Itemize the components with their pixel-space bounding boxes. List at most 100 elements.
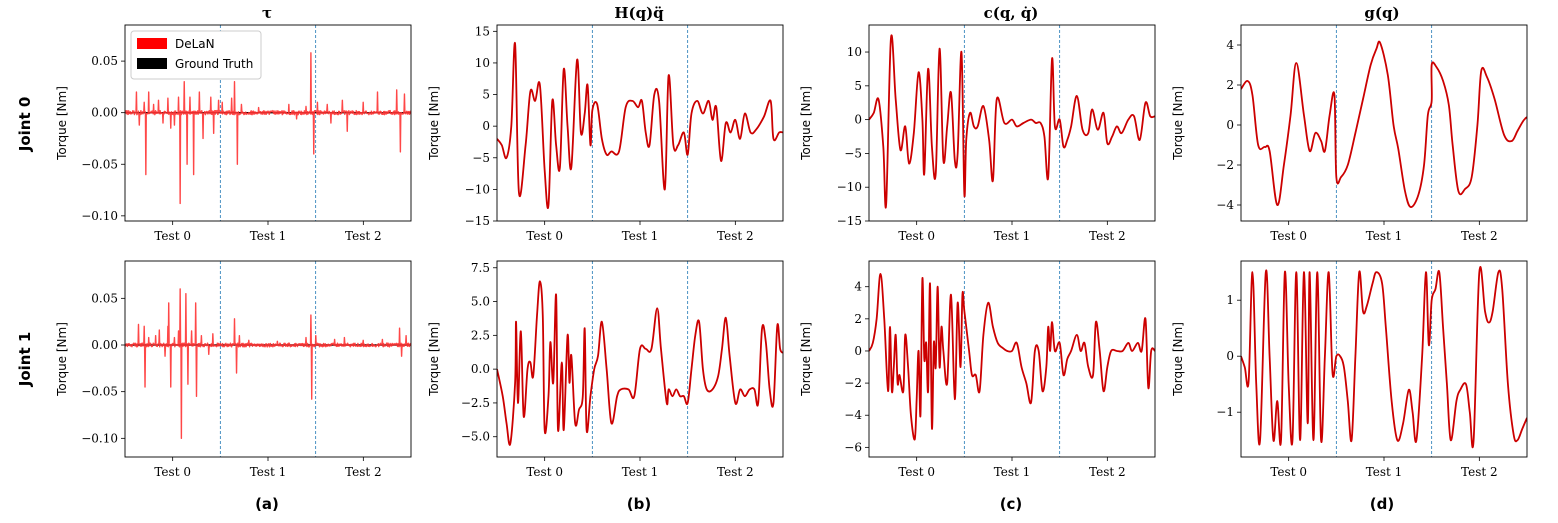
x-tick-label: Test 1 [622,465,659,479]
y-tick-label: 0.05 [91,54,118,68]
series-line-delan [869,34,1155,209]
x-tick-label: Test 0 [1270,229,1307,243]
y-axis-label: Torque [Nm] [55,322,69,397]
y-tick-label: −0.10 [81,209,118,223]
y-tick-label: −10 [465,182,490,196]
y-tick-label: 0 [854,113,862,127]
x-tick-label: Test 0 [526,465,563,479]
y-tick-label: 7.5 [471,261,490,275]
y-axis-label: Torque [Nm] [427,322,441,397]
chart-1-0: −0.10 −0.05 0.00 0.05 Test 0 Test 1 Test 2 Torq… [55,260,412,479]
y-tick-label: 4 [1226,38,1234,52]
y-axis-label: Torque [Nm] [799,322,813,397]
legend-swatch [137,58,167,69]
y-tick-label: −2 [1216,158,1234,172]
panel-label-a: (a) [255,495,279,513]
legend-label: DeLaN [175,37,215,51]
y-tick-label: −15 [465,214,490,228]
y-tick-label: 0.00 [91,106,118,120]
col-title-inertial: H(q)q̈ [614,4,664,22]
y-tick-label: 2.5 [471,328,490,342]
y-tick-label: 0 [1226,349,1234,363]
y-axis-label: Torque [Nm] [55,86,69,161]
y-tick-label: −2 [844,376,862,390]
y-tick-label: 0.05 [91,291,118,305]
legend-swatch [137,38,167,49]
series-line-delan [125,288,411,440]
series-line-delan [869,272,1155,441]
x-tick-label: Test 2 [1089,229,1126,243]
x-tick-label: Test 1 [622,229,659,243]
x-tick-label: Test 0 [1270,465,1307,479]
y-tick-label: 10 [475,56,490,70]
y-tick-label: −0.05 [81,385,118,399]
y-tick-label: −0.05 [81,157,118,171]
chart-0-0: −0.10 −0.05 0.00 0.05 Test 0 Test 1 Test 2 Torq… [55,24,412,243]
plot-frame [124,260,412,458]
y-tick-label: 0.00 [91,338,118,352]
y-tick-label: 2 [854,312,862,326]
x-tick-label: Test 1 [250,229,287,243]
y-tick-label: 0 [482,119,490,133]
x-tick-label: Test 0 [154,229,191,243]
row-labels: Joint 0 Joint 1 [16,97,34,388]
y-axis-label: Torque [Nm] [799,86,813,161]
plot-frame [496,260,784,458]
y-tick-label: 5 [482,88,490,102]
x-tick-label: Test 2 [1461,465,1498,479]
panel-label-b: (b) [627,495,651,513]
x-tick-label: Test 0 [898,465,935,479]
series-line-delan [497,280,783,446]
y-tick-label: −15 [837,214,862,228]
chart-1-2: −6 −4 −2 0 2 4 Test 0 Test 1 Test 2 Torque [Nm] [799,260,1156,479]
x-tick-label: Test 1 [1366,229,1403,243]
y-tick-label: −4 [1216,198,1234,212]
panel-labels: (a) (b) (c) (d) [255,495,1394,513]
y-tick-label: 15 [475,24,490,38]
chart-0-2: −15 −10 −5 0 5 10 Test 0 Test 1 Test 2 Torque [Nm… [799,24,1156,243]
x-tick-label: Test 1 [1366,465,1403,479]
x-tick-label: Test 0 [898,229,935,243]
col-title-gravity: g(q) [1364,4,1399,22]
y-tick-label: 5 [854,79,862,93]
y-tick-label: −2.5 [461,396,490,410]
column-titles: τ H(q)q̈ c(q, q̇) g(q) [262,4,1400,22]
y-axis-label: Torque [Nm] [1171,322,1185,397]
y-axis-label: Torque [Nm] [1171,86,1185,161]
x-tick-label: Test 2 [345,465,382,479]
chart-0-3: −4 −2 0 2 4 Test 0 Test 1 Test 2 Torque [Nm] [1171,24,1528,243]
x-tick-label: Test 2 [717,229,754,243]
panel-label-c: (c) [1000,495,1023,513]
x-tick-label: Test 2 [1089,465,1126,479]
y-tick-label: 0 [854,344,862,358]
plot-frame [868,24,1156,222]
legend-label: Ground Truth [175,57,253,71]
x-tick-label: Test 0 [154,465,191,479]
col-title-tau: τ [262,4,272,22]
x-tick-label: Test 2 [1461,229,1498,243]
series-line-delan [125,52,411,205]
y-tick-label: −6 [844,440,862,454]
x-tick-label: Test 2 [345,229,382,243]
row-label-joint-1: Joint 1 [16,332,34,388]
x-tick-label: Test 1 [250,465,287,479]
y-tick-label: −10 [837,180,862,194]
y-tick-label: 5.0 [471,295,490,309]
y-tick-label: −5 [844,146,862,160]
x-tick-label: Test 1 [994,465,1031,479]
plot-frame [496,24,784,222]
row-label-joint-0: Joint 0 [16,97,34,153]
y-tick-label: 0.0 [471,362,490,376]
x-tick-label: Test 1 [994,229,1031,243]
y-tick-label: −4 [844,408,862,422]
series-line-delan [1241,40,1527,208]
col-title-coriolis: c(q, q̇) [984,4,1039,22]
chart-1-3: −1 0 1 Test 0 Test 1 Test 2 Torque [Nm] [1171,260,1528,479]
y-tick-label: 0 [1226,118,1234,132]
y-tick-label: 2 [1226,78,1234,92]
chart-1-1: −5.0 −2.5 0.0 2.5 5.0 7.5 Test 0 Test 1 Test 2 To… [427,260,784,479]
y-tick-label: −0.10 [81,431,118,445]
y-tick-label: −5.0 [461,430,490,444]
